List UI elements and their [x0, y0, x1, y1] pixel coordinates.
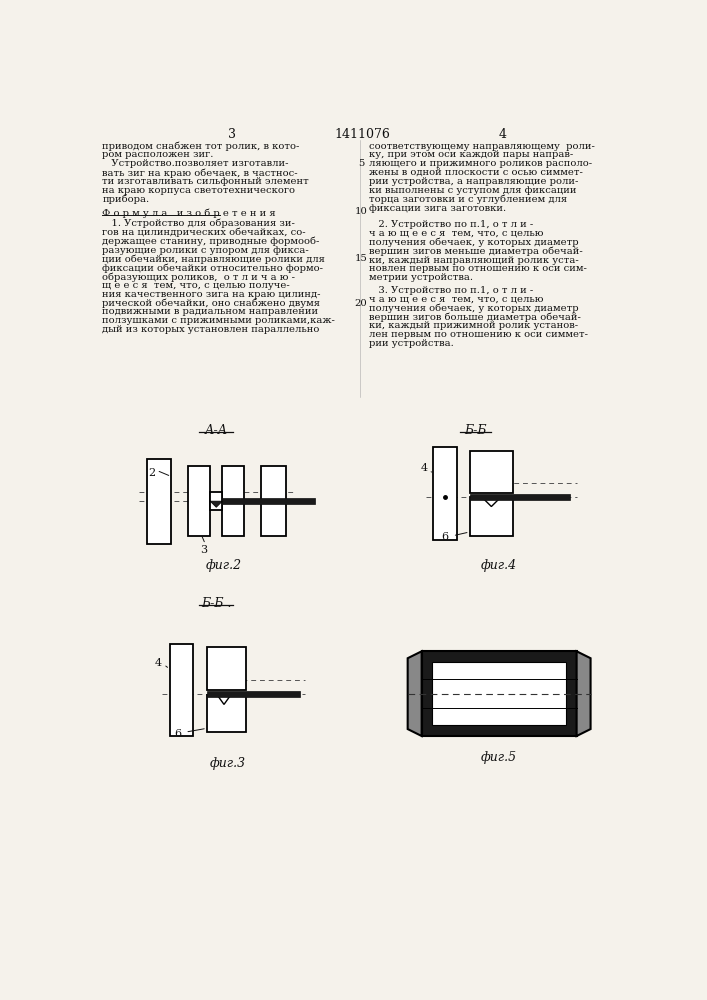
Text: Устройство.позволяет изготавли-: Устройство.позволяет изготавли- [103, 159, 289, 168]
Text: ку, при этом оси каждой пары направ-: ку, при этом оси каждой пары направ- [369, 150, 573, 159]
Text: ки выполнены с уступом для фиксации: ки выполнены с уступом для фиксации [369, 186, 576, 195]
Bar [223, 498, 315, 504]
Bar [170, 644, 193, 736]
Text: 4: 4 [421, 463, 428, 473]
Text: 1. Устройство для образования зи-: 1. Устройство для образования зи- [103, 219, 296, 228]
Text: вать зиг на краю обечаек, в частнос-: вать зиг на краю обечаек, в частнос- [103, 168, 298, 178]
Text: 3. Устройство по п.1, о т л и -: 3. Устройство по п.1, о т л и - [369, 286, 533, 295]
Bar [433, 447, 457, 540]
Text: приводом снабжен тот ролик, в кото-: приводом снабжен тот ролик, в кото- [103, 142, 300, 151]
Text: 5: 5 [358, 158, 364, 167]
Text: лен первым по отношению к оси симмет-: лен первым по отношению к оси симмет- [369, 330, 588, 339]
Text: 6: 6 [174, 729, 182, 739]
Bar [210, 492, 223, 510]
Polygon shape [210, 501, 223, 507]
Polygon shape [216, 694, 232, 704]
Polygon shape [577, 651, 590, 736]
Text: ч а ю щ е е с я  тем, что, с целью: ч а ю щ е е с я тем, что, с целью [369, 229, 544, 238]
Text: ки, каждый направляющий ролик уста-: ки, каждый направляющий ролик уста- [369, 256, 578, 265]
Text: фиг.5: фиг.5 [481, 751, 518, 764]
Bar [469, 494, 571, 500]
Text: разующие ролики с упором для фикса-: разующие ролики с упором для фикса- [103, 246, 309, 255]
Bar [207, 691, 300, 697]
Text: соответствующему направляющему  роли-: соответствующему направляющему роли- [369, 142, 595, 151]
Bar [421, 651, 577, 736]
Text: щ е е с я  тем, что, с целью получе-: щ е е с я тем, что, с целью получе- [103, 281, 290, 290]
Text: ции обечайки, направляющие ролики для: ции обечайки, направляющие ролики для [103, 254, 325, 264]
Text: 4: 4 [155, 658, 162, 668]
Text: фиксации зига заготовки.: фиксации зига заготовки. [369, 204, 506, 213]
Text: вершин зигов больше диаметра обечай-: вершин зигов больше диаметра обечай- [369, 312, 580, 322]
Text: торца заготовки и с углублением для: торца заготовки и с углублением для [369, 195, 567, 204]
Text: получения обечаек, у которых диаметр: получения обечаек, у которых диаметр [369, 238, 578, 247]
Bar [433, 662, 566, 725]
Text: 20: 20 [355, 299, 368, 308]
Text: подвижными в радиальном направлении: подвижными в радиальном направлении [103, 307, 318, 316]
Text: ки, каждый прижимной ролик установ-: ки, каждый прижимной ролик установ- [369, 321, 578, 330]
Text: 15: 15 [355, 254, 368, 263]
Text: на краю корпуса светотехнического: на краю корпуса светотехнического [103, 186, 296, 195]
Text: Б-Б .: Б-Б . [201, 597, 231, 610]
Text: фиг.3: фиг.3 [210, 757, 246, 770]
Bar [469, 497, 513, 536]
Bar [223, 466, 244, 536]
Text: 1411076: 1411076 [334, 128, 390, 141]
Text: держащее станину, приводные формооб-: держащее станину, приводные формооб- [103, 237, 320, 246]
Text: ляющего и прижимного роликов располо-: ляющего и прижимного роликов располо- [369, 159, 592, 168]
Text: Б-Б: Б-Б [464, 424, 487, 437]
Text: жены в одной плоскости с осью симмет-: жены в одной плоскости с осью симмет- [369, 168, 583, 177]
Text: ния качественного зига на краю цилинд-: ния качественного зига на краю цилинд- [103, 290, 321, 299]
Bar [261, 466, 286, 536]
Text: Ф о р м у л а   и з о б р е т е н и я: Ф о р м у л а и з о б р е т е н и я [103, 208, 276, 218]
Text: 2: 2 [148, 468, 156, 478]
Text: ползушками с прижимными роликами,каж-: ползушками с прижимными роликами,каж- [103, 316, 335, 325]
Text: фиг.2: фиг.2 [206, 559, 242, 572]
Polygon shape [408, 651, 421, 736]
Text: дый из которых установлен параллельно: дый из которых установлен параллельно [103, 325, 320, 334]
Bar [207, 647, 246, 690]
Text: А-А: А-А [204, 424, 228, 437]
Text: 4: 4 [499, 128, 507, 141]
Text: 10: 10 [355, 207, 368, 216]
Text: получения обечаек, у которых диаметр: получения обечаек, у которых диаметр [369, 304, 578, 313]
Text: 6: 6 [442, 532, 449, 542]
Bar [469, 451, 513, 493]
Bar [207, 695, 246, 732]
Bar [188, 466, 210, 536]
Text: прибора.: прибора. [103, 195, 149, 204]
Text: 2. Устройство по п.1, о т л и -: 2. Устройство по п.1, о т л и - [369, 220, 533, 229]
Text: ром расположен зиг.: ром расположен зиг. [103, 150, 214, 159]
Text: ти изготавливать сильфонный элемент: ти изготавливать сильфонный элемент [103, 177, 309, 186]
Polygon shape [482, 497, 501, 507]
Text: рии устройства.: рии устройства. [369, 339, 454, 348]
Text: гов на цилиндрических обечайках, со-: гов на цилиндрических обечайках, со- [103, 228, 306, 237]
Text: 3: 3 [228, 128, 235, 141]
Text: новлен первым по отношению к оси сим-: новлен первым по отношению к оси сим- [369, 264, 587, 273]
Text: фиксации обечайки относительно формо-: фиксации обечайки относительно формо- [103, 263, 323, 273]
Text: ч а ю щ е е с я  тем, что, с целью: ч а ю щ е е с я тем, что, с целью [369, 295, 544, 304]
Text: 3: 3 [200, 545, 207, 555]
Text: фиг.4: фиг.4 [481, 559, 518, 572]
Text: вершин зигов меньше диаметра обечай-: вершин зигов меньше диаметра обечай- [369, 247, 583, 256]
Bar [146, 459, 171, 544]
Text: образующих роликов,  о т л и ч а ю -: образующих роликов, о т л и ч а ю - [103, 272, 296, 282]
Text: рии устройства, а направляющие роли-: рии устройства, а направляющие роли- [369, 177, 578, 186]
Text: метрии устройства.: метрии устройства. [369, 273, 473, 282]
Text: рической обечайки, оно снабжено двумя: рической обечайки, оно снабжено двумя [103, 299, 320, 308]
